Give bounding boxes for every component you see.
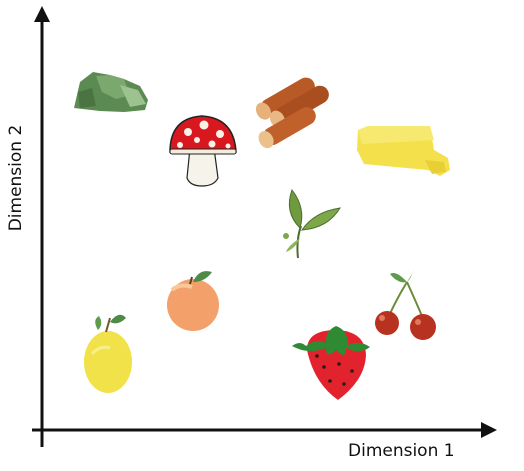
butter-icon [357,126,450,176]
peach-icon [167,271,219,331]
cherries-icon [375,271,436,340]
lemon-icon [84,314,132,393]
tea-leaf-icon [283,188,341,259]
y-axis-label: Dimension 2 [6,124,26,232]
mushroom-icon [169,115,237,187]
x-axis-label: Dimension 1 [348,441,455,461]
y-axis-arrowhead [34,6,50,22]
x-axis-arrowhead [481,422,497,438]
cinnamon-icon [255,77,329,149]
axes [32,6,497,447]
strawberry-icon [292,326,370,400]
rock-icon [74,72,148,112]
